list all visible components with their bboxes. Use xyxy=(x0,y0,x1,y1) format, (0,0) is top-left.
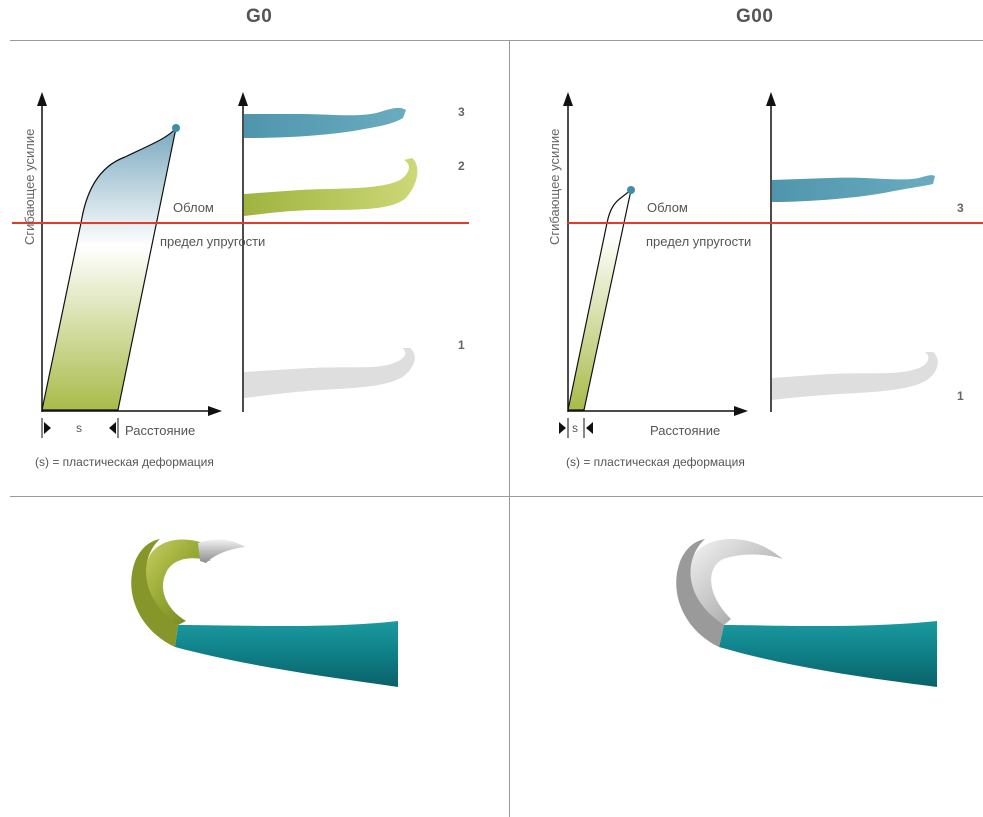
g0-footnote: (s) = пластическая деформация xyxy=(35,455,214,469)
g0-y-axis-label: Сгибающее усилие xyxy=(22,129,37,245)
g0-stage-1-instrument xyxy=(244,348,415,398)
g0-stage-3-number: 3 xyxy=(458,105,465,119)
g0-diagram: Сгибающее усилие Облом предел упругости … xyxy=(12,92,469,469)
g0-break-label: Облом xyxy=(173,200,214,215)
middle-divider xyxy=(10,496,983,497)
header-g0: G0 xyxy=(246,6,273,27)
g0-break-point xyxy=(172,124,180,132)
g00-break-point xyxy=(627,186,635,194)
g0-stage-2-number: 2 xyxy=(458,159,465,173)
g00-stage-3-number: 3 xyxy=(957,201,964,215)
g0-y-axis-arrow xyxy=(37,92,47,106)
g0-s-label: s xyxy=(76,421,82,435)
g0-s-start-marker xyxy=(44,422,51,434)
g00-s-end-marker xyxy=(586,422,593,434)
g00-elastic-limit-label: предел упругости xyxy=(646,234,751,249)
g0-x-axis-arrow xyxy=(208,406,222,416)
g00-stage-3-instrument xyxy=(772,175,935,202)
g0-s-end-marker xyxy=(109,422,116,434)
g00-stage-1-number: 1 xyxy=(957,389,964,403)
g0-stage-2-instrument xyxy=(244,158,418,216)
g00-s-label: s xyxy=(572,421,578,435)
g00-break-label: Облом xyxy=(647,200,688,215)
g00-diagram: Сгибающее усилие Облом предел упругости … xyxy=(547,92,983,469)
g00-stage-1-instrument xyxy=(772,352,938,400)
g0-stage-1-number: 1 xyxy=(458,338,465,352)
g00-s-start-marker xyxy=(559,422,566,434)
g0-instrument-tip xyxy=(131,539,398,687)
g0-elastic-limit-label: предел упругости xyxy=(160,234,265,249)
g00-y-axis-arrow xyxy=(563,92,573,106)
top-divider xyxy=(10,40,983,41)
g0-stage-axis-arrow xyxy=(238,92,248,106)
g00-instrument-tip xyxy=(676,539,937,687)
g00-x-axis-arrow xyxy=(734,406,748,416)
header-g00: G00 xyxy=(736,6,774,27)
g00-x-axis-label: Расстояние xyxy=(650,423,720,438)
g0-x-axis-label: Расстояние xyxy=(125,423,195,438)
g00-footnote: (s) = пластическая деформация xyxy=(566,455,745,469)
g00-y-axis-label: Сгибающее усилие xyxy=(547,129,562,245)
center-divider xyxy=(509,40,510,817)
g0-deformation-area xyxy=(41,127,177,411)
g00-stage-axis-arrow xyxy=(766,92,776,106)
g0-stage-3-instrument xyxy=(244,107,406,138)
